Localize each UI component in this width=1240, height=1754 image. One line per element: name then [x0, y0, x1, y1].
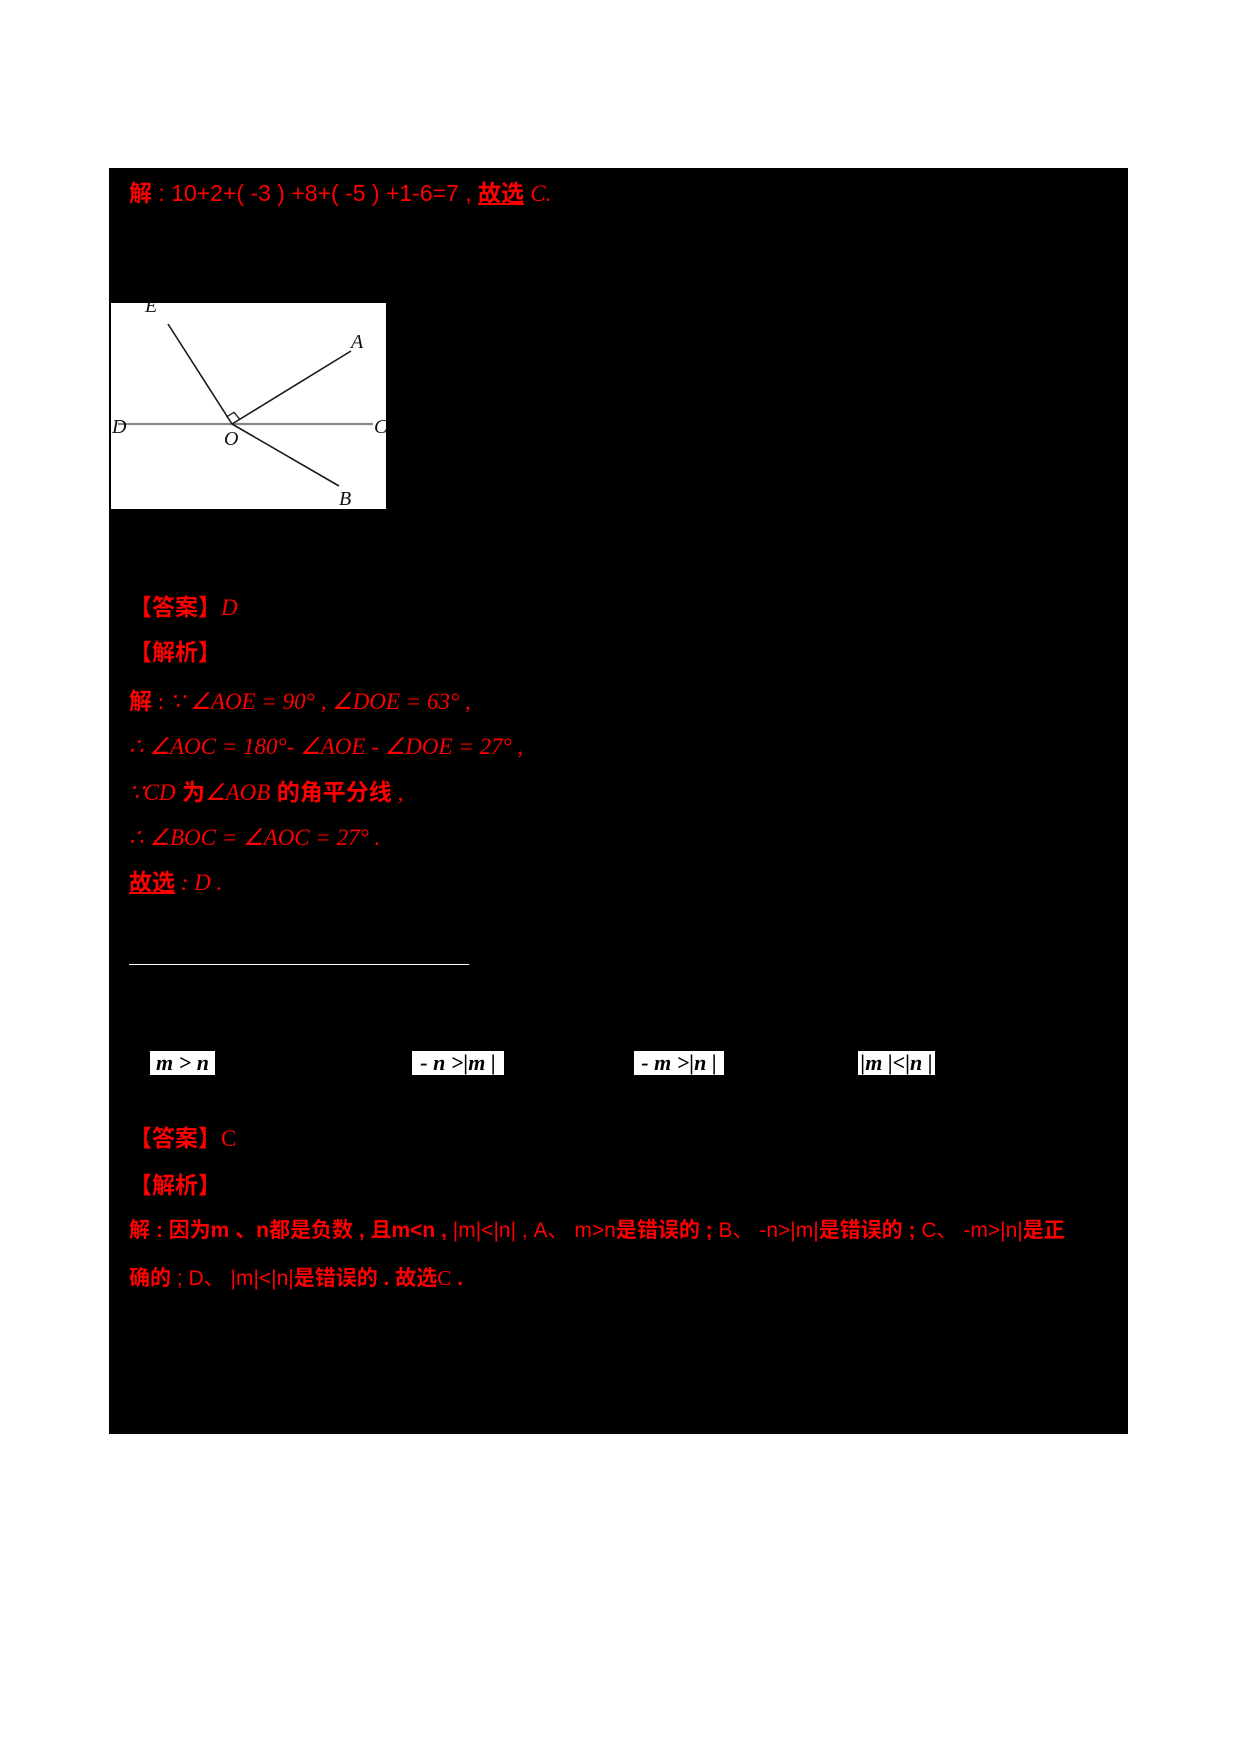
svg-text:E: E — [144, 303, 157, 317]
svg-text:B: B — [339, 488, 351, 509]
svg-text:A: A — [349, 331, 364, 353]
svg-text:D: D — [111, 416, 127, 438]
svg-text:C: C — [374, 416, 386, 438]
svg-text:O: O — [224, 428, 238, 450]
